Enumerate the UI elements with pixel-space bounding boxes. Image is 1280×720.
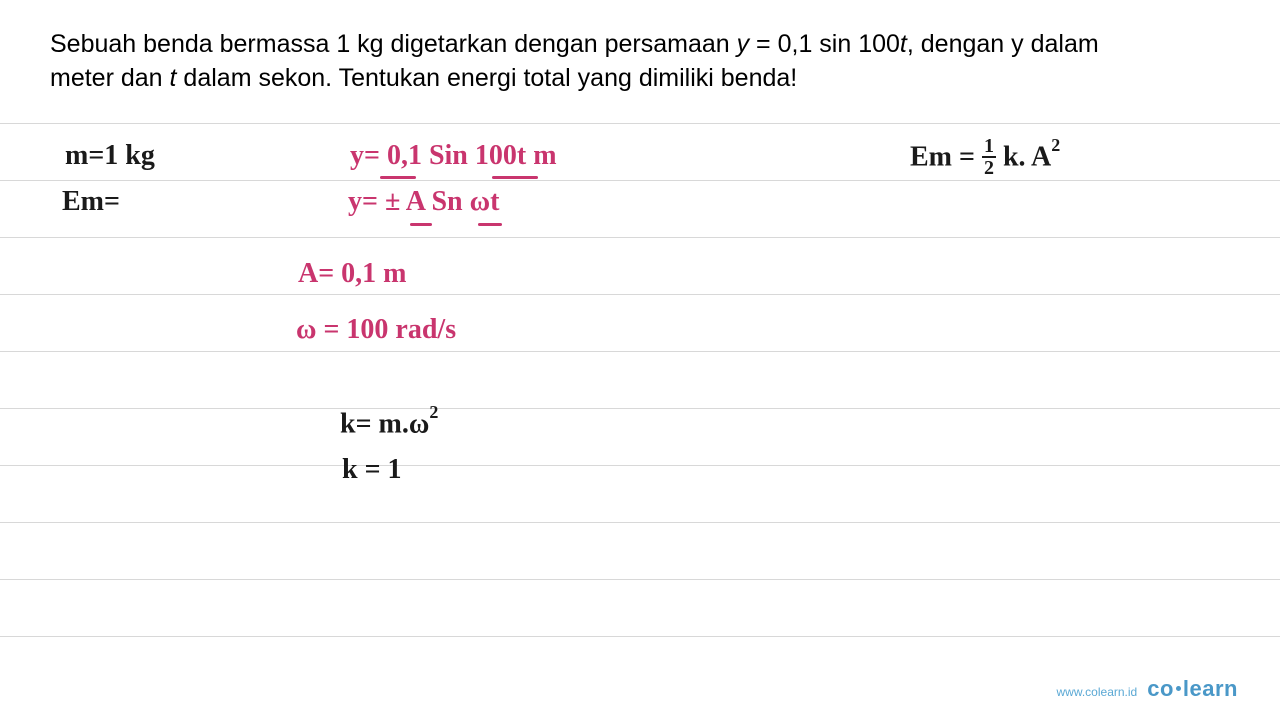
q-eq: = 0,1 sin 100 [749, 30, 900, 58]
hw-k-formula: k= m.ω2 [340, 406, 438, 440]
ruled-line [0, 522, 1280, 523]
brand-part-b: learn [1183, 676, 1238, 701]
ruled-line [0, 465, 1280, 466]
frac-den: 2 [982, 158, 996, 178]
q-part1: Sebuah benda bermassa 1 kg digetarkan de… [50, 30, 737, 58]
hw-y-form: y= ± A Sn ωt [348, 186, 499, 218]
ruled-line [0, 123, 1280, 124]
underline-red [478, 223, 502, 226]
hw-em-formula: Em = 12 k. A2 [910, 138, 1060, 180]
footer: www.colearn.id colearn [1057, 676, 1238, 702]
hw-em-post: k. A [996, 141, 1051, 172]
hw-y-form-t: t [490, 186, 499, 217]
lined-paper [0, 123, 1280, 720]
ruled-line [0, 294, 1280, 295]
hw-em-label: Em= [62, 186, 120, 218]
q-part2a: meter dan [50, 64, 170, 92]
ruled-line [0, 636, 1280, 637]
brand-dot-icon [1176, 686, 1181, 691]
hw-y-given: y= 0,1 Sin 100t m [350, 140, 557, 172]
hw-y-form-pre: y= ± [348, 186, 406, 217]
hw-omega: ω = 100 rad/s [296, 314, 456, 346]
hw-y-form-w: ω [470, 186, 490, 217]
hw-em-pre: Em = [910, 141, 982, 172]
ruled-line [0, 408, 1280, 409]
brand-logo: colearn [1147, 676, 1238, 702]
q-t: t [900, 30, 907, 58]
hw-mass: m=1 kg [65, 140, 155, 172]
hw-y-form-mid: Sn [424, 186, 469, 217]
q-part2b: dalam sekon. Tentukan energi total yang … [183, 64, 797, 92]
hw-em-sup: 2 [1051, 135, 1060, 155]
hw-k-sup: 2 [429, 402, 438, 422]
fraction-half: 12 [982, 136, 996, 178]
footer-url: www.colearn.id [1057, 685, 1138, 699]
q-part1b: , dengan y dalam [907, 30, 1099, 58]
ruled-line [0, 351, 1280, 352]
underline-red [492, 176, 538, 179]
brand-part-a: co [1147, 676, 1174, 701]
ruled-line [0, 237, 1280, 238]
frac-num: 1 [982, 136, 996, 158]
hw-y-given-text: y= 0,1 Sin 100t m [350, 140, 557, 171]
question-text: Sebuah benda bermassa 1 kg digetarkan de… [0, 0, 1280, 114]
q-y: y [737, 30, 750, 58]
hw-k-form-text: k= m.ω [340, 408, 429, 439]
hw-k-value: k = 1 [342, 454, 402, 486]
underline-red [380, 176, 416, 179]
ruled-line [0, 579, 1280, 580]
hw-amplitude: A= 0,1 m [298, 258, 407, 290]
hw-y-form-a: A [406, 186, 425, 217]
underline-red [410, 223, 432, 226]
q-t2: t [170, 64, 184, 92]
ruled-line [0, 180, 1280, 181]
